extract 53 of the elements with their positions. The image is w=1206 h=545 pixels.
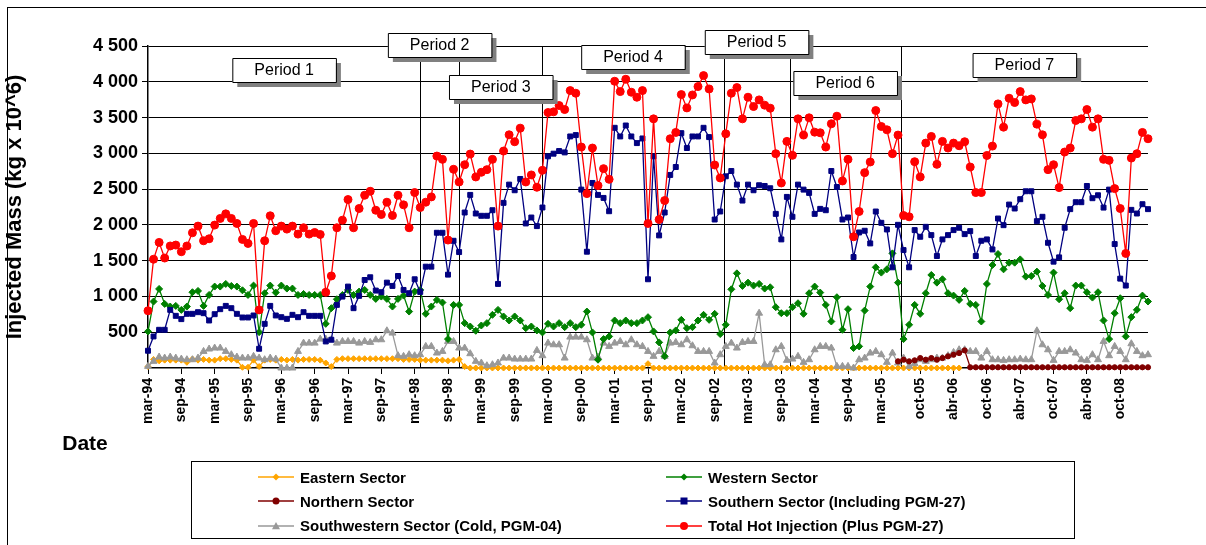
x-tick-label: mar-03: [738, 377, 755, 424]
x-tick-label: mar-98: [405, 377, 422, 424]
x-tick-label: sep-97: [372, 377, 389, 423]
x-tick-label: sep-01: [638, 377, 655, 423]
x-tick-label: oct-06: [977, 377, 994, 420]
x-tick-label: sep-95: [238, 377, 255, 423]
legend-label: Southern Sector (Including PGM-27): [708, 492, 966, 510]
y-tick-label: 2 500: [92, 178, 138, 199]
x-tick-label: mar-97: [338, 377, 355, 424]
legend-label: Total Hot Injection (Plus PGM-27): [708, 517, 944, 535]
y-tick-label: 1 500: [92, 249, 138, 270]
x-tick-label: mar-05: [872, 377, 889, 424]
annotation: Period 6: [815, 74, 876, 92]
x-tick-label: mar-01: [605, 377, 622, 424]
annotation: Period 2: [409, 36, 470, 54]
x-tick-label: sep-04: [838, 377, 855, 423]
annotation: Period 1: [254, 61, 315, 79]
y-tick-label: 4 000: [92, 70, 138, 91]
x-tick-label: mar-02: [672, 377, 689, 424]
y-tick-label: 500: [107, 321, 138, 342]
legend-label: Eastern Sector: [300, 468, 406, 486]
y-tick-label: 2 000: [92, 213, 138, 234]
x-tick-label: sep-99: [505, 377, 522, 423]
x-axis-title: Date: [62, 430, 108, 454]
legend-label: Western Sector: [708, 468, 818, 486]
x-tick-label: abr-06: [944, 377, 961, 421]
y-tick-label: 1 000: [92, 285, 138, 306]
x-tick-label: mar-00: [538, 377, 555, 424]
x-tick-label: sep-98: [438, 377, 455, 423]
x-tick-label: oct-07: [1044, 377, 1061, 420]
x-tick-label: abr-08: [1077, 377, 1094, 421]
x-tick-label: oct-05: [911, 377, 928, 420]
annotation: Period 5: [726, 33, 787, 51]
x-tick-label: sep-03: [772, 377, 789, 423]
y-tick-label: 4 500: [92, 34, 138, 55]
legend-label: Northern Sector: [300, 492, 415, 510]
annotation: Period 7: [994, 56, 1055, 74]
legend-label: Southwestern Sector (Cold, PGM-04): [300, 517, 562, 535]
x-tick-label: mar-04: [805, 377, 822, 424]
y-tick-label: 3 000: [92, 142, 138, 163]
x-tick-label: sep-02: [705, 377, 722, 423]
x-tick-label: mar-96: [272, 377, 289, 424]
y-tick-label: 3 500: [92, 106, 138, 127]
x-tick-label: sep-96: [305, 377, 322, 423]
x-tick-label: sep-94: [172, 377, 189, 423]
x-tick-label: mar-94: [138, 377, 155, 424]
x-tick-label: sep-00: [572, 377, 589, 423]
annotation: Period 4: [603, 48, 663, 66]
x-tick-label: mar-95: [205, 377, 222, 424]
x-tick-label: mar-99: [472, 377, 489, 424]
x-tick-label: oct-08: [1111, 377, 1128, 420]
annotation: Period 3: [470, 78, 531, 96]
x-tick-label: abr-07: [1011, 377, 1028, 421]
